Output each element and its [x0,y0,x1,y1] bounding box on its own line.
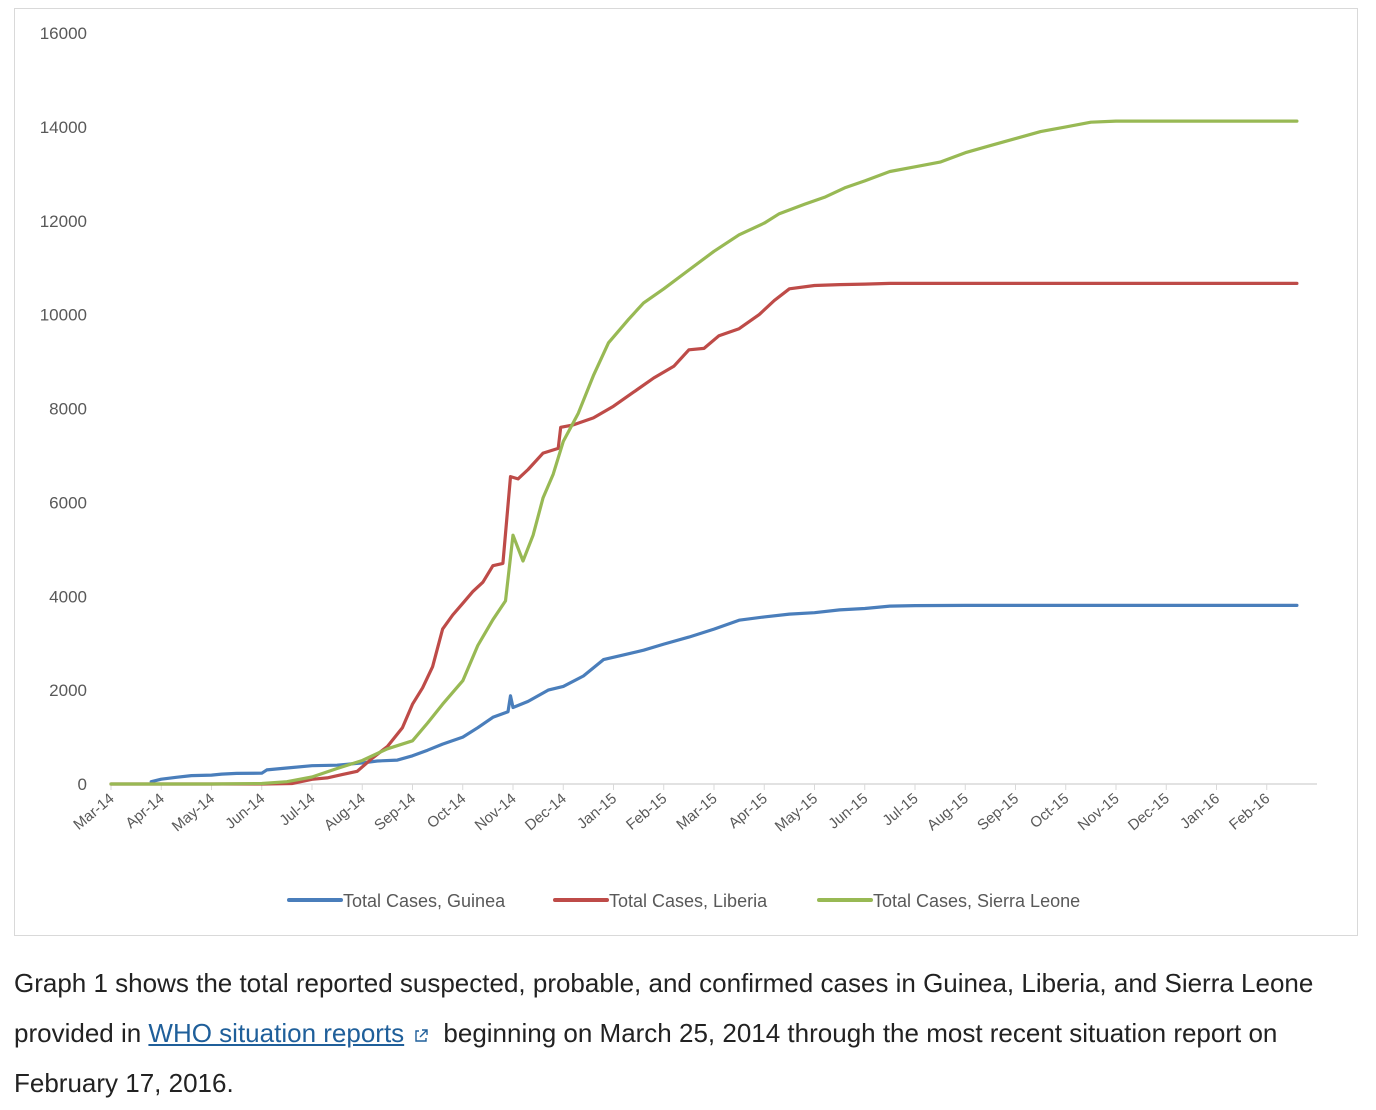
x-tick-label: Dec-15 [1125,790,1173,834]
y-tick-label: 0 [78,775,87,794]
x-tick-label: Apr-15 [725,790,770,832]
y-tick-label: 6000 [49,493,87,512]
caption-text-after: beginning on March 25, 2014 through the … [14,1018,1278,1098]
x-tick-label: Feb-16 [1226,790,1273,834]
chart-caption: Graph 1 shows the total reported suspect… [14,958,1364,1108]
y-tick-label: 10000 [40,306,87,325]
legend-label: Total Cases, Guinea [343,891,506,911]
x-tick-label: Aug-14 [321,790,369,834]
x-tick-label: Jul-14 [276,790,318,829]
legend-label: Total Cases, Sierra Leone [873,891,1080,911]
x-tick-label: Mar-14 [70,790,117,834]
x-tick-label: Jan-16 [1177,790,1223,833]
y-tick-label: 14000 [40,118,87,137]
chart-container: 0 2000 4000 6000 8000 10000 12000 14000 16000 Ma… [14,8,1358,936]
x-tick-label: May-15 [772,790,821,835]
x-tick-label: Nov-14 [472,790,520,834]
x-tick-label: Dec-14 [522,790,570,834]
series-line-total-cases-sierra-leone [109,119,1299,786]
series-line-total-cases-liberia [109,281,1299,786]
external-link-icon[interactable] [414,1029,428,1043]
x-tick-label: Feb-15 [623,790,670,834]
y-tick-label: 16000 [40,24,87,43]
x-tick-label: Jun-15 [825,790,871,833]
x-tick-label: Jul-15 [879,790,921,829]
x-tick-label: Oct-14 [424,790,469,832]
legend-label: Total Cases, Liberia [609,891,768,911]
x-tick-label: Apr-14 [122,790,167,832]
x-tick-label: Sep-14 [371,790,419,834]
x-tick-label: Mar-15 [673,790,720,834]
x-tick-label: Aug-15 [924,790,972,834]
x-tick-label: Sep-15 [974,790,1022,834]
x-tick-label: Nov-15 [1075,790,1123,834]
caption-text-before: Graph 1 shows the total reported suspect… [14,968,1314,1048]
y-tick-label: 4000 [49,587,87,606]
x-tick-label: May-14 [169,790,218,835]
who-situation-reports-link[interactable]: WHO situation reports [148,1018,405,1048]
line-chart: 0 2000 4000 6000 8000 10000 12000 14000 16000 Ma… [40,24,1317,911]
y-tick-label: 2000 [49,681,87,700]
series-line-total-cases-guinea [149,603,1299,784]
y-tick-label: 12000 [40,212,87,231]
x-tick-label: Jan-15 [574,790,620,833]
x-tick-label: Jun-14 [222,790,268,833]
x-tick-label: Oct-15 [1027,790,1072,832]
y-tick-label: 8000 [49,400,87,419]
